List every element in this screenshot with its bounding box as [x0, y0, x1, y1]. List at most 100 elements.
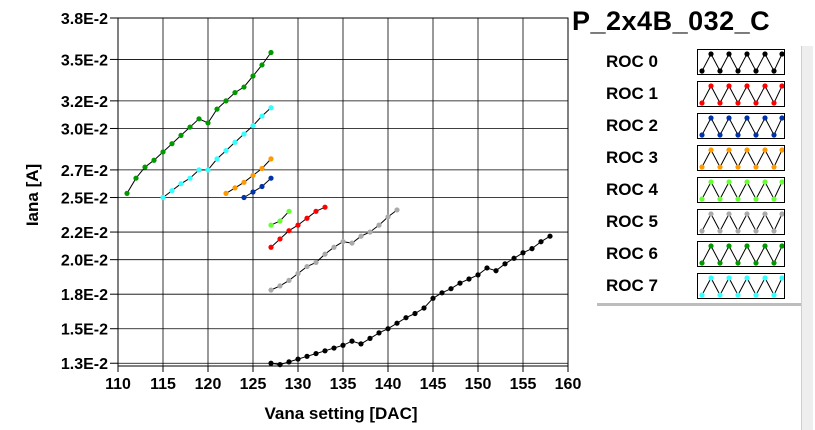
data-point — [313, 208, 319, 214]
data-point — [205, 167, 211, 173]
data-point — [358, 341, 364, 347]
legend-label: ROC 1 — [606, 84, 658, 103]
data-point — [250, 189, 256, 195]
data-point — [259, 62, 265, 68]
data-point — [277, 362, 283, 368]
legend-swatch — [697, 177, 785, 203]
data-point — [295, 222, 301, 228]
x-tick-label: 125 — [240, 376, 267, 393]
data-point — [169, 141, 175, 147]
data-point — [268, 287, 274, 293]
data-point — [268, 105, 274, 111]
legend-swatch — [697, 273, 785, 299]
data-point — [223, 147, 229, 154]
series-layer — [124, 49, 553, 368]
y-tick-label: 2.5E-2 — [61, 191, 108, 208]
data-point — [205, 120, 211, 126]
data-point — [160, 194, 166, 201]
data-point — [340, 239, 346, 245]
data-point — [232, 139, 238, 145]
series — [124, 49, 274, 196]
x-tick-label: 140 — [375, 376, 402, 393]
data-point — [547, 233, 553, 239]
data-point — [457, 280, 463, 286]
series — [268, 208, 292, 228]
data-point — [214, 106, 220, 112]
data-point — [313, 259, 319, 266]
x-axis-label: Vana setting [DAC] — [264, 404, 417, 423]
data-point — [484, 265, 490, 271]
x-tick-label: 145 — [420, 376, 447, 393]
x-tick-label: 120 — [195, 376, 222, 393]
data-point — [304, 215, 310, 221]
data-point — [322, 348, 328, 354]
data-point — [268, 360, 274, 366]
data-point — [178, 181, 184, 187]
data-point — [250, 172, 256, 179]
data-point — [502, 261, 508, 267]
data-point — [196, 167, 202, 173]
data-point — [268, 222, 274, 228]
data-point — [403, 315, 409, 321]
x-tick-label: 130 — [285, 376, 312, 393]
y-tick-label: 1.3E-2 — [61, 356, 108, 373]
legend-label: ROC 6 — [606, 244, 658, 263]
legend-label: ROC 4 — [606, 180, 658, 199]
series — [160, 105, 274, 201]
legend-entry: ROC 7 — [594, 270, 802, 300]
data-point — [250, 123, 256, 129]
legend-swatch — [697, 241, 785, 267]
legend-entry: ROC 4 — [594, 174, 802, 204]
data-point — [259, 165, 265, 172]
chart-title: P_2x4B_032_C — [572, 6, 771, 36]
legend-swatch — [697, 81, 785, 107]
data-point — [394, 207, 400, 213]
data-point — [268, 244, 274, 250]
data-point — [124, 190, 130, 196]
axis-ticks: 110 115 120 125 130 135 140 145 150 155 160 1.3E-2 1… — [61, 11, 582, 393]
data-point — [376, 330, 382, 336]
data-point — [241, 84, 247, 90]
data-point — [304, 263, 310, 270]
data-point — [295, 356, 301, 362]
data-point — [322, 204, 328, 210]
data-point — [259, 183, 265, 190]
legend-entry: ROC 6 — [594, 238, 802, 268]
data-point — [286, 277, 292, 283]
y-tick-label: 2.0E-2 — [61, 253, 108, 270]
data-point — [529, 246, 535, 252]
series — [241, 175, 274, 201]
data-point — [286, 228, 292, 234]
y-tick-label: 3.0E-2 — [61, 121, 108, 138]
data-point — [322, 251, 328, 257]
x-tick-label: 150 — [465, 376, 492, 393]
data-point — [232, 89, 238, 96]
y-tick-label: 3.5E-2 — [61, 52, 108, 69]
legend-swatch — [697, 49, 785, 75]
data-point — [421, 305, 427, 311]
data-point — [466, 276, 472, 282]
legend-entry: ROC 0 — [594, 46, 802, 76]
data-point — [277, 218, 283, 224]
vertical-scrollbar[interactable] — [801, 46, 813, 430]
data-point — [241, 131, 247, 137]
data-point — [475, 272, 481, 278]
data-point — [385, 326, 391, 332]
data-point — [439, 290, 445, 296]
legend-label: ROC 3 — [606, 148, 658, 167]
data-point — [394, 320, 400, 326]
data-point — [214, 156, 220, 162]
legend-swatch — [697, 145, 785, 171]
y-tick-label: 2.7E-2 — [61, 163, 108, 180]
legend-label: ROC 5 — [606, 212, 658, 231]
y-tick-label: 3.8E-2 — [61, 11, 108, 28]
y-tick-label: 2.2E-2 — [61, 225, 108, 242]
data-point — [538, 239, 544, 245]
data-point — [313, 350, 319, 357]
x-tick-label: 110 — [105, 376, 131, 393]
data-point — [493, 268, 499, 274]
legend: ROC 0 ROC 1 ROC 2 ROC 3 ROC 4 ROC 5 ROC 6 ROC 7 — [594, 46, 802, 303]
legend-entry: ROC 3 — [594, 142, 802, 172]
data-point — [241, 194, 247, 201]
